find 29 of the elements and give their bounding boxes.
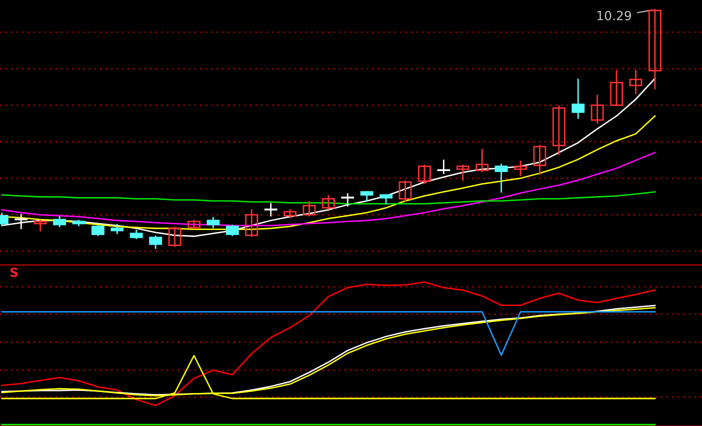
candlestick: [302, 201, 316, 216]
candlestick: [533, 144, 546, 175]
candlestick: [34, 220, 47, 232]
candlestick: [418, 164, 431, 184]
candlestick: [476, 148, 489, 172]
candlestick: [264, 203, 278, 216]
candlestick: [360, 191, 374, 202]
text: S: [10, 268, 18, 278]
candlestick: [552, 106, 566, 156]
candlestick: [206, 216, 220, 228]
candlestick: [572, 78, 585, 119]
candlestick: [226, 224, 239, 236]
candlestick: [91, 224, 104, 236]
candlestick: [590, 94, 604, 124]
candlestick: [514, 160, 527, 176]
candlestick: [398, 180, 412, 202]
candlestick: [437, 160, 450, 174]
candlestick: [168, 226, 182, 247]
candlestick: [610, 70, 623, 106]
candlestick: [494, 164, 508, 193]
candlestick: [322, 195, 335, 210]
candlestick: [53, 216, 66, 228]
annotation: 10.29: [597, 10, 632, 20]
candlestick: [456, 164, 470, 181]
candlestick: [629, 70, 642, 94]
candlestick: [149, 236, 162, 249]
candlestick: [341, 193, 354, 206]
candlestick: [245, 209, 258, 237]
candlestick: [648, 8, 662, 90]
